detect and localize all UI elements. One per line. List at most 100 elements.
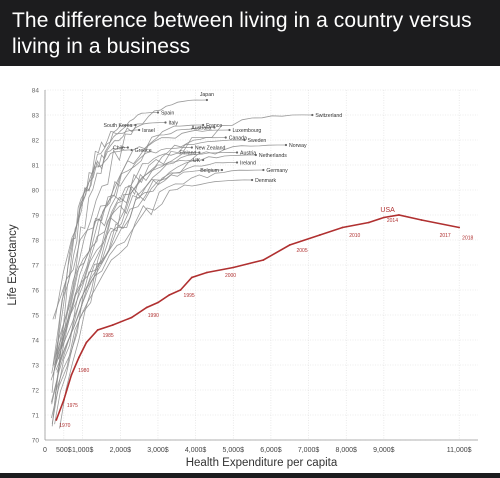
y-tick-label: 80 xyxy=(32,188,40,195)
post-title: The difference between living in a count… xyxy=(12,9,472,58)
usa-point xyxy=(190,276,193,279)
usa-year-label: 2014 xyxy=(387,218,398,224)
series-line-spain xyxy=(51,112,158,427)
usa-point xyxy=(111,324,114,326)
usa-year-label: 1995 xyxy=(184,293,195,299)
x-tick-label: 9,000$ xyxy=(373,447,395,454)
usa-point xyxy=(458,226,461,229)
usa-point xyxy=(206,271,208,274)
chart-panel: 70 71 72 73 74 75 76 77 78 79 80 81 82 83 84 0 500$ 1,000… xyxy=(0,66,500,473)
usa-point xyxy=(232,266,235,269)
series-end-point xyxy=(213,126,216,129)
series-label: Norway xyxy=(289,143,307,149)
usa-year-label: 2018 xyxy=(462,236,473,242)
usa-point xyxy=(70,374,73,376)
series-end-point xyxy=(243,138,246,142)
series-end-point xyxy=(130,148,133,152)
usa-point xyxy=(341,226,344,229)
series-line-austria xyxy=(54,151,238,366)
y-tick-label: 79 xyxy=(32,213,40,220)
series-end-point xyxy=(220,168,224,172)
y-tick-label: 82 xyxy=(32,138,40,145)
y-tick-label: 84 xyxy=(32,88,40,95)
series-label: Greece xyxy=(135,148,152,154)
usa-point xyxy=(420,219,423,221)
x-tick-label: 5,000$ xyxy=(223,447,245,454)
series-end-point xyxy=(205,98,209,102)
series-label: Italy xyxy=(168,121,178,127)
x-tick-label: 1,000$ xyxy=(72,447,94,454)
usa-point xyxy=(62,399,65,401)
usa-point xyxy=(179,289,182,291)
usa-year-label: 1985 xyxy=(103,333,114,339)
axis-layer: 70 71 72 73 74 75 76 77 78 79 80 81 82 83 84 0 500$ 1,000… xyxy=(7,88,478,469)
usa-name-label: USA xyxy=(380,207,395,214)
x-tick-label: 11,000$ xyxy=(447,447,472,454)
usa-point xyxy=(168,294,171,296)
y-tick-label: 73 xyxy=(32,363,40,370)
y-tick-label: 72 xyxy=(32,388,40,395)
series-end-point xyxy=(198,151,201,154)
series-label: Denmark xyxy=(255,178,276,184)
x-tick-label: 6,000$ xyxy=(260,447,282,454)
usa-series-line xyxy=(55,214,460,421)
series-line-south-korea xyxy=(54,124,136,400)
series-line-sweden xyxy=(52,139,245,376)
series-end-point xyxy=(284,143,288,147)
usa-year-label: 2017 xyxy=(440,233,451,239)
series-line-greece xyxy=(52,149,132,367)
series-line-belgium xyxy=(56,169,223,355)
usa-point xyxy=(55,419,58,421)
usa-point xyxy=(145,306,148,309)
series-end-point xyxy=(235,161,239,164)
usa-series-layer xyxy=(55,214,461,421)
usa-point xyxy=(288,244,291,246)
series-label: Canada xyxy=(229,136,247,142)
series-line-ireland xyxy=(51,162,237,405)
usa-point xyxy=(77,356,80,359)
series-line-canada xyxy=(59,136,226,429)
series-line-japan xyxy=(54,99,207,367)
x-tick-label: 500$ xyxy=(56,447,72,454)
usa-year-label: 2000 xyxy=(225,273,236,279)
series-line-switzerland xyxy=(50,114,313,381)
x-axis-title: Health Expenditure per capita xyxy=(186,457,338,469)
usa-point xyxy=(262,259,265,261)
series-line-israel xyxy=(55,129,140,365)
series-end-point xyxy=(126,146,129,149)
y-tick-label: 71 xyxy=(32,413,40,420)
usa-point xyxy=(382,216,385,219)
x-tick-label: 3,000$ xyxy=(147,447,169,454)
usa-year-label: 1975 xyxy=(67,403,78,409)
usa-year-label: 1990 xyxy=(148,313,159,319)
series-label: Switzerland xyxy=(315,113,342,119)
x-tick-label: 4,000$ xyxy=(185,447,207,454)
x-tick-label: 7,000$ xyxy=(298,447,320,454)
series-end-point xyxy=(138,128,141,132)
usa-point xyxy=(157,301,159,304)
series-label: Japan xyxy=(200,92,214,98)
usa-year-label: 1980 xyxy=(78,368,89,374)
series-end-point xyxy=(190,146,193,149)
series-end-point xyxy=(134,123,137,127)
series-line-finland xyxy=(50,152,200,403)
series-label: UK xyxy=(193,158,201,164)
life-expectancy-chart: 70 71 72 73 74 75 76 77 78 79 80 81 82 83 84 0 500$ 1,000… xyxy=(7,88,478,469)
series-end-point xyxy=(262,168,265,172)
series-end-point xyxy=(254,153,257,157)
y-tick-label: 76 xyxy=(32,288,40,295)
series-line-new-zealand xyxy=(58,146,192,360)
series-label: France xyxy=(206,123,222,129)
y-tick-label: 81 xyxy=(32,163,40,170)
x-tick-label: 2,000$ xyxy=(110,447,132,454)
y-tick-label: 70 xyxy=(32,438,40,445)
series-label: Chile xyxy=(113,146,125,152)
x-tick-label: 8,000$ xyxy=(336,447,358,454)
series-label: South Korea xyxy=(104,123,133,129)
usa-point xyxy=(130,316,133,319)
series-end-point xyxy=(164,121,167,124)
series-label: Ireland xyxy=(240,161,256,167)
y-tick-label: 83 xyxy=(32,113,40,120)
series-end-point xyxy=(311,113,314,117)
series-label: New Zealand xyxy=(195,146,226,152)
